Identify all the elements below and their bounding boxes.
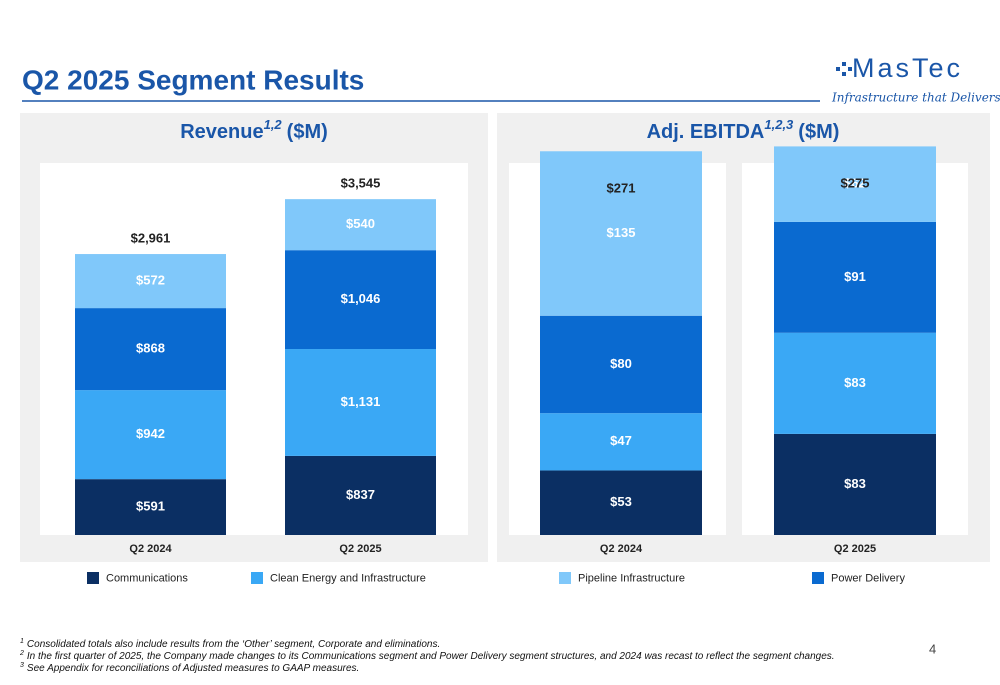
tagline: Infrastructure that Delivers [831, 91, 1000, 105]
value-label: $1,046 [341, 291, 381, 306]
total-label: $271 [607, 180, 636, 195]
bar-segment [75, 308, 226, 391]
value-label: $62 [844, 176, 866, 191]
footnote: 2 In the first quarter of 2025, the Compa… [19, 650, 835, 662]
value-label: $837 [346, 487, 375, 502]
page-number: 4 [929, 641, 936, 656]
title-text: Revenue [180, 121, 263, 143]
slide-title: Q2 2025 Segment Results [22, 64, 364, 95]
value-label: $591 [136, 499, 165, 514]
bar-segment [540, 315, 702, 414]
value-label: $53 [610, 494, 632, 509]
chart-title: Adj. EBITDA1,2,3 ($M) [647, 117, 840, 143]
legend-swatch [251, 572, 263, 584]
bar-segment [774, 332, 936, 434]
value-label: $91 [844, 269, 866, 284]
bar-segment [774, 221, 936, 333]
legend-label: Power Delivery [831, 572, 905, 584]
category-label: Q2 2025 [339, 543, 381, 555]
category-label: Q2 2024 [600, 543, 643, 555]
value-label: $942 [136, 426, 165, 441]
value-label: $1,131 [341, 394, 381, 409]
footnote-mark: 2 [19, 650, 24, 657]
title-text: Adj. EBITDA [647, 121, 765, 143]
legend-label: Clean Energy and Infrastructure [270, 572, 426, 584]
title-unit: ($M) [287, 121, 328, 143]
total-label: $275 [841, 175, 870, 190]
value-label: $83 [844, 476, 866, 491]
total-label: $3,545 [341, 175, 381, 190]
bar-segment [75, 390, 226, 480]
legend-swatch [559, 572, 571, 584]
bar-segment [285, 199, 436, 251]
bar-segment [285, 455, 436, 535]
footnote-mark: 1 [20, 638, 24, 645]
value-label: $135 [607, 225, 636, 240]
value-label: $868 [136, 341, 165, 356]
logo: MasTec [852, 53, 963, 83]
category-label: Q2 2024 [129, 543, 172, 555]
footnote-text: See Appendix for reconciliations of Adju… [27, 663, 359, 674]
footnote: 1 Consolidated totals also include result… [20, 638, 440, 650]
title-unit: ($M) [798, 121, 839, 143]
bar-segment [774, 146, 936, 222]
logo-mark [836, 62, 852, 76]
footnote: 3 See Appendix for reconciliations of Adj… [20, 662, 359, 674]
legend-label: Pipeline Infrastructure [578, 572, 685, 584]
footnote-text: In the first quarter of 2025, the Compan… [27, 651, 835, 662]
title-sup: 1,2 [264, 117, 283, 132]
value-label: $83 [844, 375, 866, 390]
bar-segment [774, 433, 936, 535]
footnote-mark: 3 [20, 662, 24, 669]
value-label: $47 [610, 433, 632, 448]
bar-segment [540, 413, 702, 471]
footnote-text: Consolidated totals also include results… [27, 639, 440, 650]
chart-title: Revenue1,2 ($M) [180, 117, 328, 143]
total-label: $2,961 [131, 231, 171, 246]
title-sup: 1,2,3 [764, 117, 794, 132]
value-label: $540 [346, 216, 375, 231]
bar-segment [540, 470, 702, 535]
category-label: Q2 2025 [834, 543, 876, 555]
bar-segment [540, 151, 702, 316]
legend-label: Communications [106, 572, 188, 584]
value-label: $572 [136, 273, 165, 288]
bar-segment [75, 254, 226, 309]
legend-swatch [87, 572, 99, 584]
legend-swatch [812, 572, 824, 584]
bar-segment [75, 479, 226, 535]
bar-segment [285, 349, 436, 456]
value-label: $80 [610, 356, 632, 371]
bar-segment [285, 250, 436, 350]
